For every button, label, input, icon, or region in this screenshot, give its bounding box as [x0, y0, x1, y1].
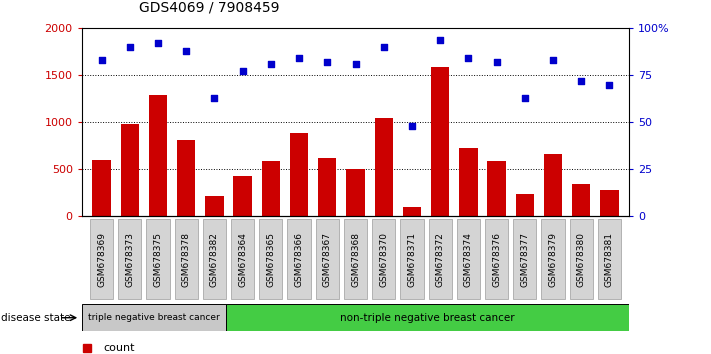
Point: [152, 40, 164, 46]
Point: [124, 44, 135, 50]
Bar: [121, 124, 139, 216]
Bar: [318, 158, 336, 216]
Bar: [515, 194, 534, 216]
FancyBboxPatch shape: [400, 219, 424, 299]
Text: GSM678370: GSM678370: [379, 232, 388, 287]
Text: GSM678373: GSM678373: [125, 232, 134, 287]
FancyBboxPatch shape: [598, 219, 621, 299]
FancyBboxPatch shape: [344, 219, 367, 299]
Bar: [290, 133, 309, 216]
Point: [321, 59, 333, 65]
Point: [237, 69, 248, 74]
Bar: [92, 160, 111, 216]
Bar: [177, 140, 196, 216]
Point: [181, 48, 192, 54]
Bar: [600, 190, 619, 216]
Bar: [233, 176, 252, 216]
FancyBboxPatch shape: [542, 219, 565, 299]
FancyBboxPatch shape: [372, 219, 395, 299]
Text: GSM678381: GSM678381: [605, 232, 614, 287]
Text: count: count: [104, 343, 135, 353]
FancyBboxPatch shape: [118, 219, 141, 299]
Bar: [488, 161, 506, 216]
Bar: [544, 154, 562, 216]
Point: [547, 57, 559, 63]
Point: [96, 57, 107, 63]
FancyBboxPatch shape: [226, 304, 629, 331]
Point: [434, 37, 446, 42]
Point: [350, 61, 361, 67]
Text: GSM678375: GSM678375: [154, 232, 162, 287]
FancyBboxPatch shape: [456, 219, 480, 299]
FancyBboxPatch shape: [485, 219, 508, 299]
Bar: [205, 196, 223, 216]
FancyBboxPatch shape: [203, 219, 226, 299]
Text: GSM678382: GSM678382: [210, 232, 219, 287]
Text: GSM678365: GSM678365: [267, 232, 275, 287]
FancyBboxPatch shape: [260, 219, 282, 299]
Point: [463, 56, 474, 61]
FancyBboxPatch shape: [146, 219, 169, 299]
Text: GSM678367: GSM678367: [323, 232, 332, 287]
Point: [265, 61, 277, 67]
Text: GSM678369: GSM678369: [97, 232, 106, 287]
Point: [378, 44, 390, 50]
Text: non-triple negative breast cancer: non-triple negative breast cancer: [341, 313, 515, 323]
Point: [604, 82, 615, 87]
FancyBboxPatch shape: [287, 219, 311, 299]
Point: [491, 59, 502, 65]
Text: GSM678364: GSM678364: [238, 232, 247, 287]
Text: GSM678380: GSM678380: [577, 232, 586, 287]
FancyBboxPatch shape: [429, 219, 451, 299]
Text: GSM678378: GSM678378: [182, 232, 191, 287]
Text: GSM678377: GSM678377: [520, 232, 529, 287]
Bar: [149, 95, 167, 216]
Text: GSM678374: GSM678374: [464, 232, 473, 287]
Text: disease state: disease state: [1, 313, 71, 323]
Point: [294, 56, 305, 61]
Text: GSM678372: GSM678372: [436, 232, 444, 287]
Point: [576, 78, 587, 84]
Bar: [402, 207, 421, 216]
Text: GSM678379: GSM678379: [549, 232, 557, 287]
Text: GSM678376: GSM678376: [492, 232, 501, 287]
Bar: [375, 118, 393, 216]
FancyBboxPatch shape: [570, 219, 593, 299]
Text: triple negative breast cancer: triple negative breast cancer: [88, 313, 220, 322]
Text: GSM678366: GSM678366: [294, 232, 304, 287]
Bar: [431, 67, 449, 216]
FancyBboxPatch shape: [231, 219, 255, 299]
FancyBboxPatch shape: [513, 219, 536, 299]
Text: GSM678368: GSM678368: [351, 232, 360, 287]
Point: [406, 123, 417, 129]
Text: GSM678371: GSM678371: [407, 232, 417, 287]
Bar: [262, 161, 280, 216]
FancyBboxPatch shape: [90, 219, 113, 299]
Point: [209, 95, 220, 101]
FancyBboxPatch shape: [175, 219, 198, 299]
Bar: [572, 184, 590, 216]
Text: GDS4069 / 7908459: GDS4069 / 7908459: [139, 0, 279, 14]
Point: [519, 95, 530, 101]
Bar: [459, 148, 478, 216]
FancyBboxPatch shape: [316, 219, 339, 299]
FancyBboxPatch shape: [82, 304, 226, 331]
Bar: [346, 169, 365, 216]
